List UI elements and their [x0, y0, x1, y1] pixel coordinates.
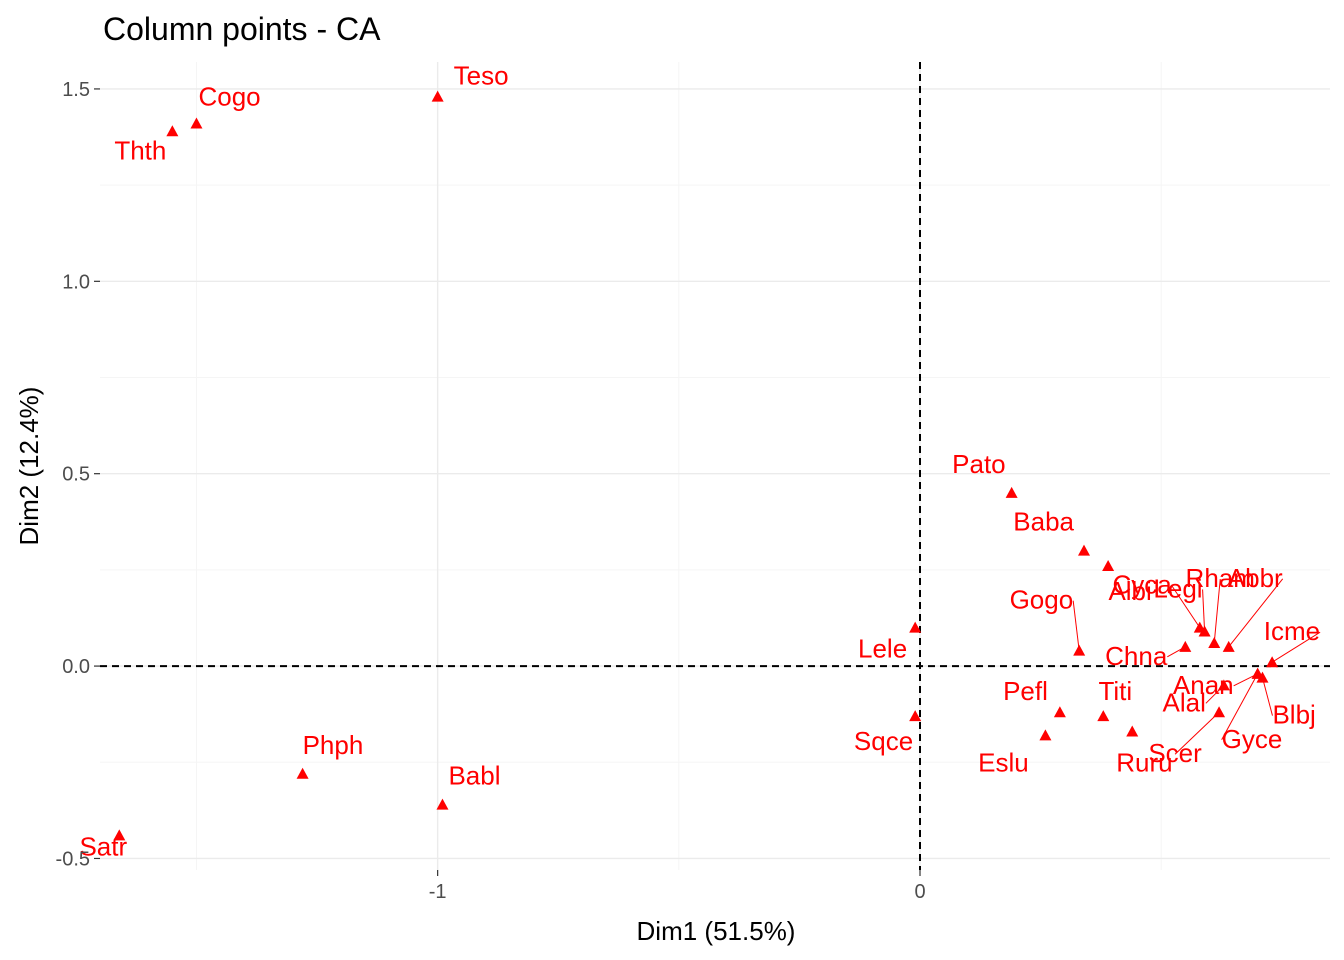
point-legi — [1198, 625, 1211, 637]
point-pefl — [1053, 706, 1066, 718]
point-label-scer: Scer — [1148, 738, 1202, 768]
point-label-legi: Legi — [1153, 573, 1202, 603]
point-cogo — [190, 117, 203, 129]
point-babl — [436, 798, 449, 810]
y-tick-label: -0.5 — [56, 848, 90, 870]
y-tick-label: 0.5 — [62, 464, 90, 486]
leader-line-blbj — [1261, 677, 1273, 716]
point-label-icme: Icme — [1264, 616, 1320, 646]
leader-line-icme — [1271, 631, 1321, 663]
leader-line-legi — [1202, 589, 1206, 632]
leader-line-rham — [1213, 578, 1221, 644]
point-alal — [1217, 679, 1230, 691]
point-label-cyca: Cyca — [1113, 570, 1173, 600]
point-gogo — [1073, 644, 1086, 656]
leader-line-abbr — [1228, 578, 1284, 648]
point-phph — [296, 767, 309, 779]
leader-line-scer — [1174, 711, 1220, 755]
point-titi — [1097, 710, 1110, 722]
point-label-chna: Chna — [1105, 641, 1168, 671]
reference-lines — [100, 62, 1330, 870]
point-label-eslu: Eslu — [978, 747, 1029, 777]
chart-title: Column points - CA — [103, 11, 381, 47]
point-label-cogo: Cogo — [198, 82, 260, 112]
data-labels: Teso Cogo Thth Phph Babl Satr Lele Sqce PatoBaba… — [79, 61, 1320, 862]
point-label-babl: Babl — [448, 761, 500, 791]
x-tick-label: 0 — [914, 881, 925, 903]
point-label-alal: Alal — [1163, 687, 1206, 717]
point-gyce — [1251, 667, 1264, 679]
point-label-blbj: Blbj — [1272, 700, 1315, 730]
data-points — [113, 90, 1279, 841]
point-label-abbr: Abbr — [1228, 563, 1283, 593]
x-tick-label: -1 — [429, 881, 447, 903]
point-rham — [1208, 636, 1221, 648]
axis-ticks: -1 0 -0.5 0.0 0.5 1.0 1.5 — [56, 79, 926, 903]
point-scer — [1213, 706, 1226, 718]
point-label-gyce: Gyce — [1222, 724, 1283, 754]
point-label-thth: Thth — [114, 135, 166, 165]
leader-line-gyce — [1221, 673, 1259, 741]
point-label-rham: Rham — [1186, 563, 1255, 593]
point-lele — [909, 621, 922, 633]
point-label-satr: Satr — [79, 831, 127, 861]
x-axis-title: Dim1 (51.5%) — [637, 916, 796, 946]
point-sqce — [909, 710, 922, 722]
point-label-titi: Titi — [1098, 676, 1132, 706]
point-label-lele: Lele — [858, 634, 907, 664]
point-chna — [1179, 640, 1192, 652]
point-pato — [1005, 486, 1018, 498]
y-tick-label: 1.0 — [62, 271, 90, 293]
point-teso — [431, 90, 444, 102]
point-ruru — [1126, 725, 1139, 737]
point-label-teso: Teso — [454, 61, 509, 91]
y-axis-title: Dim2 (12.4%) — [14, 387, 44, 546]
y-tick-label: 0.0 — [62, 656, 90, 678]
leader-line-cyca — [1171, 585, 1201, 628]
point-label-anan: Anan — [1173, 670, 1234, 700]
point-label-ruru: Ruru — [1116, 747, 1172, 777]
point-label-pato: Pato — [952, 449, 1006, 479]
y-tick-label: 1.5 — [62, 79, 90, 101]
point-baba — [1078, 544, 1090, 556]
point-label-baba: Baba — [1013, 507, 1074, 537]
point-label-gogo: Gogo — [1010, 585, 1074, 615]
point-icme — [1266, 656, 1279, 668]
leader-line-gogo — [1072, 600, 1080, 651]
point-satr — [113, 829, 126, 841]
point-eslu — [1039, 729, 1052, 741]
point-label-pefl: Pefl — [1003, 676, 1048, 706]
point-albi — [1102, 560, 1115, 572]
point-label-albi: Albi — [1108, 576, 1151, 606]
point-label-sqce: Sqce — [854, 726, 913, 756]
point-abbr — [1222, 640, 1235, 652]
point-thth — [166, 125, 179, 137]
point-label-phph: Phph — [303, 730, 364, 760]
